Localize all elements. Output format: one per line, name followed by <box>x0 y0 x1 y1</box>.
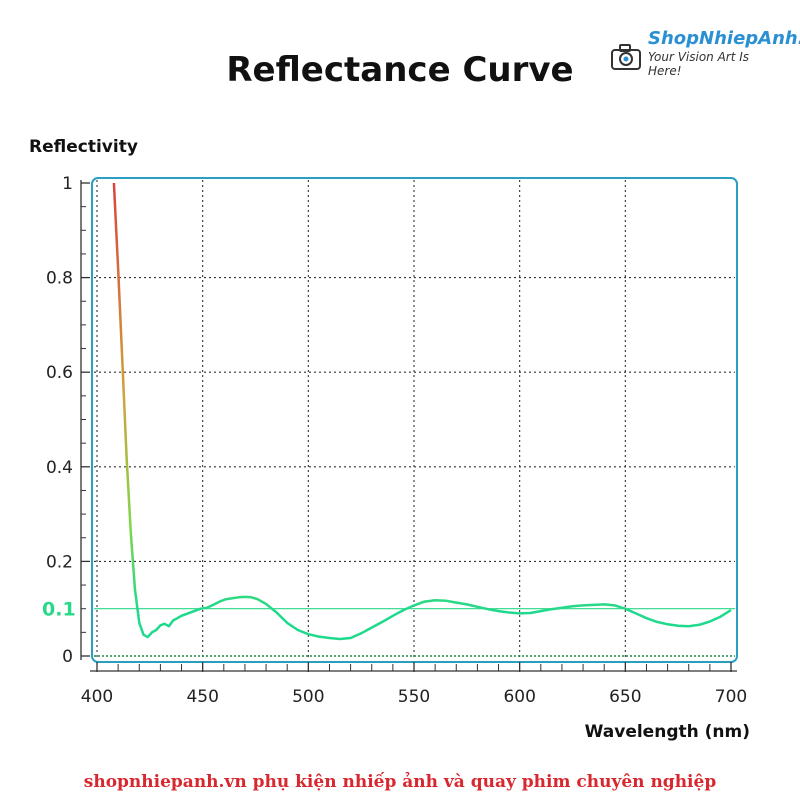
brand-logo: ShopNhiepAnh.vn Your Vision Art Is Here! <box>608 26 800 78</box>
brand-tagline: Your Vision Art Is Here! <box>648 50 750 78</box>
y-tick-label: 1 <box>62 174 73 194</box>
x-tick-label: 400 <box>81 687 113 707</box>
brand-name: ShopNhiepAnh.vn <box>648 28 800 49</box>
y-tick-label: 0.4 <box>46 458 73 478</box>
y-tick-label: 0.2 <box>46 552 73 572</box>
footer-text: shopnhiepanh.vn phụ kiện nhiếp ảnh và qu… <box>83 772 717 792</box>
x-tick-label: 700 <box>715 687 747 707</box>
reference-line-label: 0.1 <box>42 599 76 621</box>
y-tick-label: 0.8 <box>46 269 73 289</box>
grid-lines <box>94 180 735 660</box>
y-tick-label: 0.6 <box>46 363 73 383</box>
x-tick-label: 450 <box>186 687 218 707</box>
y-axis: 0 0.2 0.4 0.6 0.8 1 <box>46 174 90 667</box>
y-tick-label: 0 <box>62 647 73 667</box>
y-axis-label: Reflectivity <box>29 137 138 157</box>
x-tick-label: 600 <box>503 687 535 707</box>
x-tick-label: 650 <box>609 687 641 707</box>
x-axis: 400 450 500 550 600 650 700 <box>81 662 747 707</box>
x-tick-label: 500 <box>292 687 324 707</box>
reflectance-curve <box>112 182 732 641</box>
chart-title: Reflectance Curve <box>226 50 574 90</box>
x-axis-label: Wavelength (nm) <box>585 722 750 742</box>
camera-icon <box>611 44 641 70</box>
x-tick-label: 550 <box>398 687 430 707</box>
